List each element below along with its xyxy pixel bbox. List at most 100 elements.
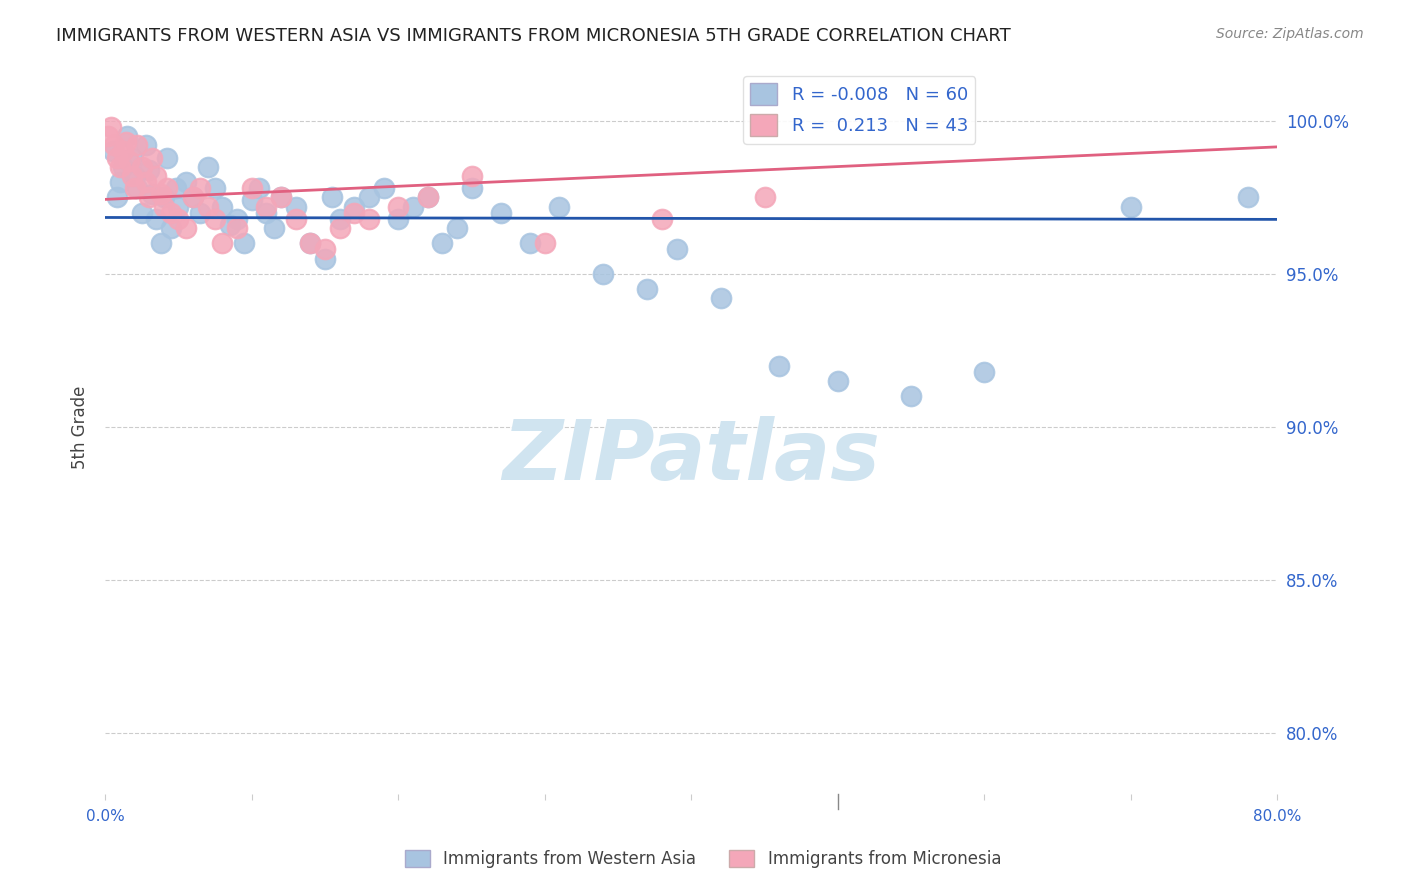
Point [754,190,776,204]
Point [446,221,468,235]
Point [548,200,571,214]
Text: 80.0%: 80.0% [1253,809,1302,824]
Text: ZIPatlas: ZIPatlas [502,416,880,497]
Point [127,138,149,153]
Point [105,190,128,204]
Point [416,190,439,204]
Point [973,365,995,379]
Point [233,236,256,251]
Point [174,175,197,189]
Text: IMMIGRANTS FROM WESTERN ASIA VS IMMIGRANTS FROM MICRONESIA 5TH GRADE CORRELATION: IMMIGRANTS FROM WESTERN ASIA VS IMMIGRAN… [56,27,1011,45]
Point [105,151,128,165]
Point [387,200,409,214]
Point [124,169,146,183]
Point [416,190,439,204]
Point [299,236,322,251]
Point [651,211,673,226]
Point [145,211,167,226]
Point [108,160,131,174]
Point [357,211,380,226]
Point [402,200,425,214]
Point [135,138,157,153]
Point [156,181,179,195]
Point [167,211,190,226]
Point [284,211,307,226]
Point [167,200,190,214]
Point [160,205,183,219]
Point [211,236,233,251]
Point [284,200,307,214]
Text: Source: ZipAtlas.com: Source: ZipAtlas.com [1216,27,1364,41]
Point [181,190,204,204]
Point [145,169,167,183]
Point [592,267,614,281]
Point [519,236,541,251]
Point [165,181,187,195]
Point [153,200,176,214]
Point [1119,200,1142,214]
Point [131,205,153,219]
Point [197,200,219,214]
Point [460,169,482,183]
Point [636,282,658,296]
Point [270,190,292,204]
Point [153,190,176,204]
Point [489,205,512,219]
Point [254,205,277,219]
Point [343,200,366,214]
Point [263,221,285,235]
Point [174,221,197,235]
Point [357,190,380,204]
Point [100,120,122,134]
Point [321,190,343,204]
Point [111,145,134,159]
Point [103,138,125,153]
Point [135,175,157,189]
Point [240,181,263,195]
Point [218,218,240,232]
Point [226,211,249,226]
Point [190,205,212,219]
Point [204,211,226,226]
Point [314,243,336,257]
Point [131,160,153,174]
Point [101,145,124,159]
Y-axis label: 5th Grade: 5th Grade [72,385,89,468]
Point [270,190,292,204]
Point [343,205,366,219]
Point [768,359,790,373]
Point [121,151,143,165]
Point [197,160,219,174]
Point [329,211,352,226]
Point [138,190,160,204]
Point [710,291,733,305]
Point [108,175,131,189]
Point [138,162,160,177]
Point [149,187,172,202]
Point [127,181,149,195]
Point [115,129,138,144]
Point [373,181,395,195]
Point [124,181,146,195]
Point [900,389,922,403]
Point [254,200,277,214]
Point [299,236,322,251]
Point [387,211,409,226]
Point [827,374,849,388]
Point [533,236,555,251]
Point [121,169,143,183]
Point [156,151,179,165]
Point [181,190,204,204]
Point [211,200,233,214]
Point [314,252,336,266]
Legend: R = -0.008   N = 60, R =  0.213   N = 43: R = -0.008 N = 60, R = 0.213 N = 43 [742,76,976,144]
Point [665,243,688,257]
Point [1237,190,1260,204]
Point [247,181,270,195]
Point [118,153,141,168]
Point [204,181,226,195]
Legend: Immigrants from Western Asia, Immigrants from Micronesia: Immigrants from Western Asia, Immigrants… [398,843,1008,875]
Point [190,181,212,195]
Point [240,194,263,208]
Point [149,236,172,251]
